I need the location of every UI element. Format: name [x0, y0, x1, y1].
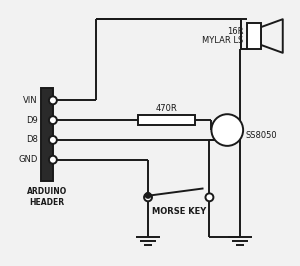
Circle shape: [206, 193, 213, 201]
Bar: [41, 89, 53, 181]
Circle shape: [144, 193, 152, 201]
Text: D9: D9: [26, 116, 38, 125]
Circle shape: [49, 96, 57, 104]
Text: MORSE KEY: MORSE KEY: [152, 207, 206, 216]
Text: MYLAR LS: MYLAR LS: [202, 36, 243, 45]
Circle shape: [49, 136, 57, 144]
Text: GND: GND: [19, 155, 38, 164]
Bar: [138, 115, 195, 125]
Text: SS8050: SS8050: [245, 131, 277, 140]
Circle shape: [49, 156, 57, 164]
Circle shape: [49, 116, 57, 124]
Circle shape: [212, 114, 243, 146]
Bar: [247, 23, 261, 49]
Text: D8: D8: [26, 135, 38, 144]
Circle shape: [145, 192, 152, 199]
Text: ARDUINO
HEADER: ARDUINO HEADER: [27, 188, 67, 207]
Text: VIN: VIN: [23, 96, 38, 105]
Text: 470R: 470R: [155, 104, 177, 113]
Text: 16R: 16R: [226, 27, 243, 36]
